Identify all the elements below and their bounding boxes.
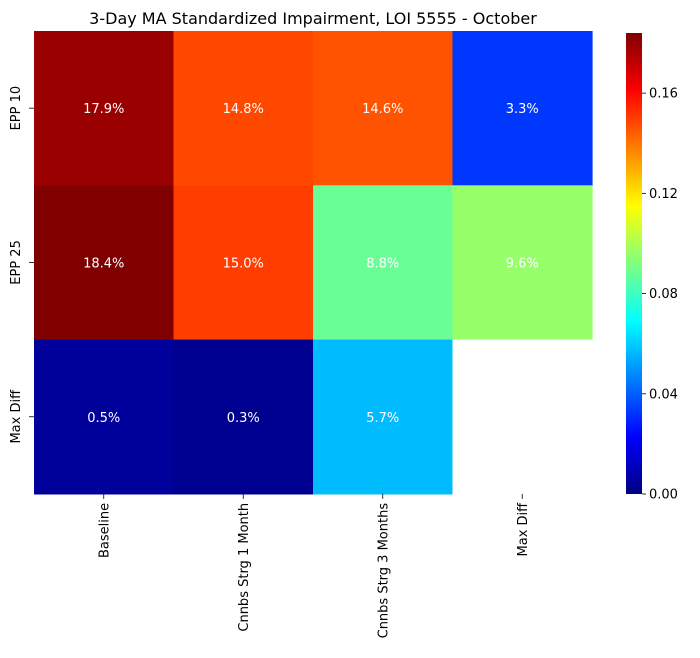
colorbar-tick-label: 0.12: [649, 187, 678, 202]
heatmap-cell: [313, 339, 454, 495]
colorbar: [626, 33, 642, 494]
colorbar-tick-label: 0.04: [649, 387, 678, 402]
heatmap-cell: [313, 31, 454, 186]
column-labels: Baseline Cnnbs Strg 1 Month Cnnbs Strg 3 M…: [98, 493, 531, 639]
column-label: Cnnbs Strg 1 Month: [237, 503, 252, 632]
cell-label: 5.7%: [366, 411, 399, 426]
colorbar-ticks: 0.00 0.04 0.08 0.12 0.16: [642, 87, 678, 503]
cell-label: 8.8%: [366, 256, 399, 271]
column-label: Cnnbs Strg 3 Months: [377, 503, 392, 639]
column-label: Max Diff: [516, 502, 531, 557]
chart-title: 3-Day MA Standardized Impairment, LOI 55…: [89, 9, 537, 28]
cell-label: 9.6%: [506, 256, 539, 271]
row-label: EPP 25: [9, 240, 24, 285]
cell-label: 17.9%: [83, 102, 124, 117]
heatmap-cells: [34, 31, 593, 495]
row-labels: EPP 10 EPP 25 Max Diff: [9, 86, 34, 444]
cell-annotations: 17.9% 14.8% 14.6% 3.3% 18.4% 15.0% 8.8% 9.6% 0.5…: [83, 102, 539, 426]
heatmap-cell: [173, 185, 314, 341]
cell-label: 3.3%: [506, 102, 539, 117]
colorbar-tick-label: 0.16: [649, 87, 678, 102]
cell-label: 0.5%: [87, 411, 120, 426]
cell-label: 18.4%: [83, 256, 124, 271]
heatmap-cell: [34, 185, 175, 341]
row-label: EPP 10: [9, 86, 24, 131]
heatmap-cell: [34, 339, 175, 495]
cell-label: 0.3%: [227, 411, 260, 426]
cell-label: 14.6%: [362, 102, 403, 117]
heatmap-cell: [452, 185, 593, 341]
column-label: Baseline: [98, 503, 113, 558]
heatmap-cell: [313, 185, 454, 341]
heatmap-cell: [173, 339, 314, 495]
heatmap-cell: [34, 31, 175, 186]
cell-label: 15.0%: [223, 256, 264, 271]
row-label: Max Diff: [9, 389, 24, 444]
colorbar-tick-label: 0.08: [649, 287, 678, 302]
cell-label: 14.8%: [223, 102, 264, 117]
heatmap-cell: [452, 31, 593, 186]
heatmap-cell: [173, 31, 314, 186]
colorbar-tick-label: 0.00: [649, 488, 678, 503]
heatmap-cell: [452, 339, 593, 495]
